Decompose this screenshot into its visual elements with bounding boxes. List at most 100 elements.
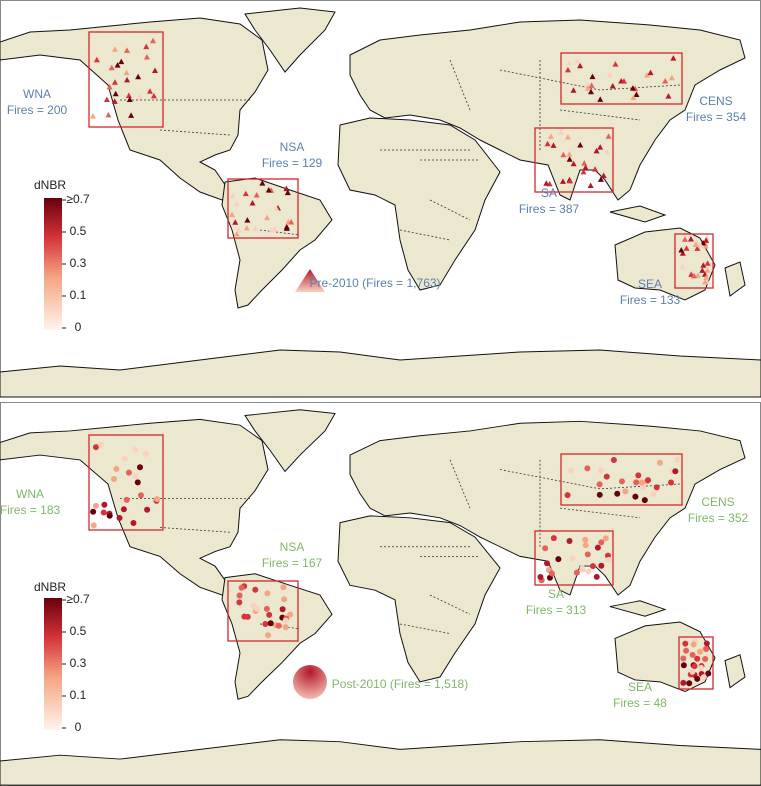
fire-marker	[126, 96, 133, 102]
region-name: SEA	[628, 680, 652, 694]
fire-marker	[236, 592, 243, 599]
fire-marker	[136, 93, 143, 100]
fire-marker	[632, 493, 639, 500]
legend-symbol	[295, 269, 325, 292]
fire-marker	[597, 176, 604, 182]
fire-marker	[566, 151, 573, 157]
fire-marker	[134, 479, 141, 486]
colorbar-tick-label: 0.1	[70, 688, 87, 702]
fire-marker	[259, 180, 266, 186]
fire-marker	[90, 113, 97, 119]
fire-marker	[640, 484, 647, 491]
fire-marker	[232, 219, 239, 225]
fire-marker	[635, 472, 642, 479]
fire-marker	[650, 491, 657, 498]
fire-marker	[680, 655, 687, 662]
colorbar	[44, 598, 62, 730]
fire-marker	[670, 55, 677, 61]
fire-marker	[92, 444, 99, 451]
fire-marker	[146, 88, 153, 94]
fire-marker	[614, 490, 621, 497]
fire-marker	[703, 274, 710, 280]
fire-marker	[598, 539, 605, 546]
fire-marker	[633, 479, 640, 486]
region-box	[534, 530, 614, 586]
fire-marker	[692, 241, 699, 248]
fire-marker	[603, 473, 610, 480]
fire-marker	[229, 192, 236, 199]
fire-marker	[111, 98, 118, 104]
fire-marker	[584, 85, 591, 91]
region-box	[674, 233, 714, 289]
fire-marker	[123, 47, 130, 53]
fire-marker	[704, 260, 711, 266]
colorbar-tick-label: ≥0.7	[66, 592, 90, 606]
colorbar-title: dNBR	[34, 580, 66, 594]
fire-marker	[559, 178, 566, 184]
legend-label: Post-2010 (Fires = 1,518)	[332, 677, 468, 691]
region-name: CENS	[699, 94, 732, 108]
fire-marker	[566, 156, 573, 162]
fire-marker	[577, 141, 584, 148]
fire-marker	[252, 586, 259, 593]
fire-marker	[106, 84, 113, 90]
fire-marker	[689, 651, 696, 658]
fire-marker	[105, 111, 112, 118]
region-name: CENS	[701, 495, 734, 509]
fire-marker	[275, 622, 282, 629]
fire-marker	[132, 446, 139, 453]
fire-marker	[281, 596, 288, 603]
fire-marker	[690, 641, 697, 648]
fire-marker	[125, 92, 132, 99]
fire-marker	[98, 441, 105, 448]
fire-marker	[267, 620, 274, 627]
fire-marker	[609, 82, 616, 89]
fire-marker	[287, 611, 294, 618]
fire-marker	[681, 236, 688, 242]
fire-marker	[612, 61, 619, 67]
fire-marker	[683, 647, 690, 654]
fire-marker	[116, 515, 123, 522]
fire-marker	[588, 82, 595, 88]
region-name: WNA	[16, 487, 44, 501]
region-name: SA	[548, 587, 564, 601]
fire-marker	[702, 655, 709, 662]
fire-marker	[120, 506, 127, 513]
fire-marker	[560, 151, 567, 158]
fire-marker	[580, 168, 587, 175]
fire-marker	[113, 465, 120, 472]
fire-marker	[537, 573, 544, 580]
fire-marker	[610, 457, 617, 464]
fire-marker	[265, 187, 272, 193]
fire-marker	[111, 79, 118, 85]
fire-marker	[106, 512, 113, 519]
colorbar-tick-label: ≥0.7	[66, 192, 90, 206]
region-fires: Fires = 313	[526, 603, 587, 617]
fire-marker	[266, 611, 273, 618]
fire-marker	[687, 235, 694, 242]
fire-marker	[229, 211, 236, 217]
colorbar-tick-label: 0.5	[70, 224, 87, 238]
fire-marker	[703, 235, 710, 241]
fire-marker	[665, 93, 672, 99]
fire-marker	[703, 640, 710, 647]
fire-marker	[268, 227, 275, 233]
fire-marker	[702, 242, 709, 249]
fire-marker	[288, 219, 295, 225]
fire-marker	[656, 459, 663, 466]
fire-marker	[112, 90, 119, 97]
colorbar-title: dNBR	[34, 178, 66, 192]
fire-marker	[90, 508, 97, 515]
fire-marker	[605, 133, 612, 139]
fire-marker	[606, 71, 613, 78]
region-fires: Fires = 352	[688, 511, 749, 525]
fire-marker	[622, 488, 629, 495]
fire-marker	[241, 613, 248, 620]
fire-marker	[548, 570, 555, 577]
region-box	[678, 636, 714, 690]
fire-marker	[135, 73, 142, 80]
fire-marker	[249, 199, 256, 206]
fire-marker	[668, 479, 675, 486]
fire-marker	[579, 565, 586, 572]
fire-marker	[581, 160, 588, 166]
